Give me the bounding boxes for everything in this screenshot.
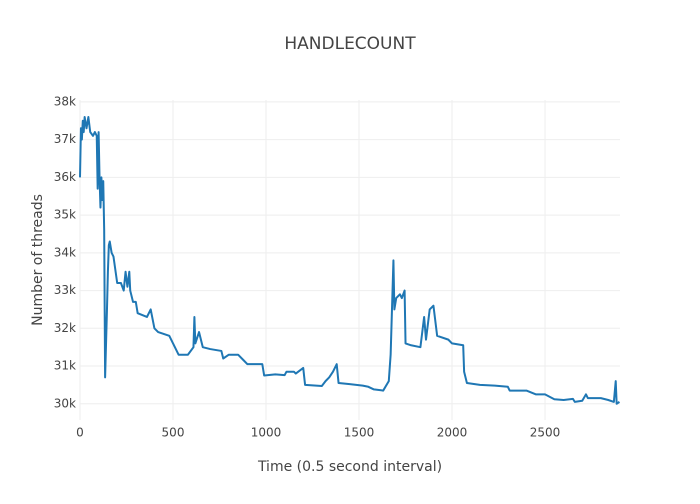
chart-title: HANDLECOUNT: [284, 34, 416, 54]
x-axis-label: Time (0.5 second interval): [257, 459, 442, 475]
x-tick-label: 0: [76, 426, 84, 440]
y-tick-label: 38k: [54, 94, 76, 108]
x-tick-label: 2000: [437, 426, 468, 440]
x-tick-label: 2500: [530, 426, 561, 440]
x-tick-label: 500: [162, 426, 185, 440]
y-tick-label: 35k: [54, 208, 76, 222]
y-tick-label: 33k: [54, 283, 76, 297]
y-tick-label: 36k: [54, 170, 76, 184]
y-tick-label: 37k: [54, 132, 76, 146]
y-axis-label: Number of threads: [30, 194, 46, 326]
y-tick-label: 34k: [54, 245, 76, 259]
y-tick-label: 30k: [54, 396, 76, 410]
data-line: [79, 115, 620, 405]
x-tick-label: 1000: [251, 426, 282, 440]
x-tick-label: 1500: [344, 426, 375, 440]
y-tick-label: 31k: [54, 359, 76, 373]
y-tick-label: 32k: [54, 321, 76, 335]
